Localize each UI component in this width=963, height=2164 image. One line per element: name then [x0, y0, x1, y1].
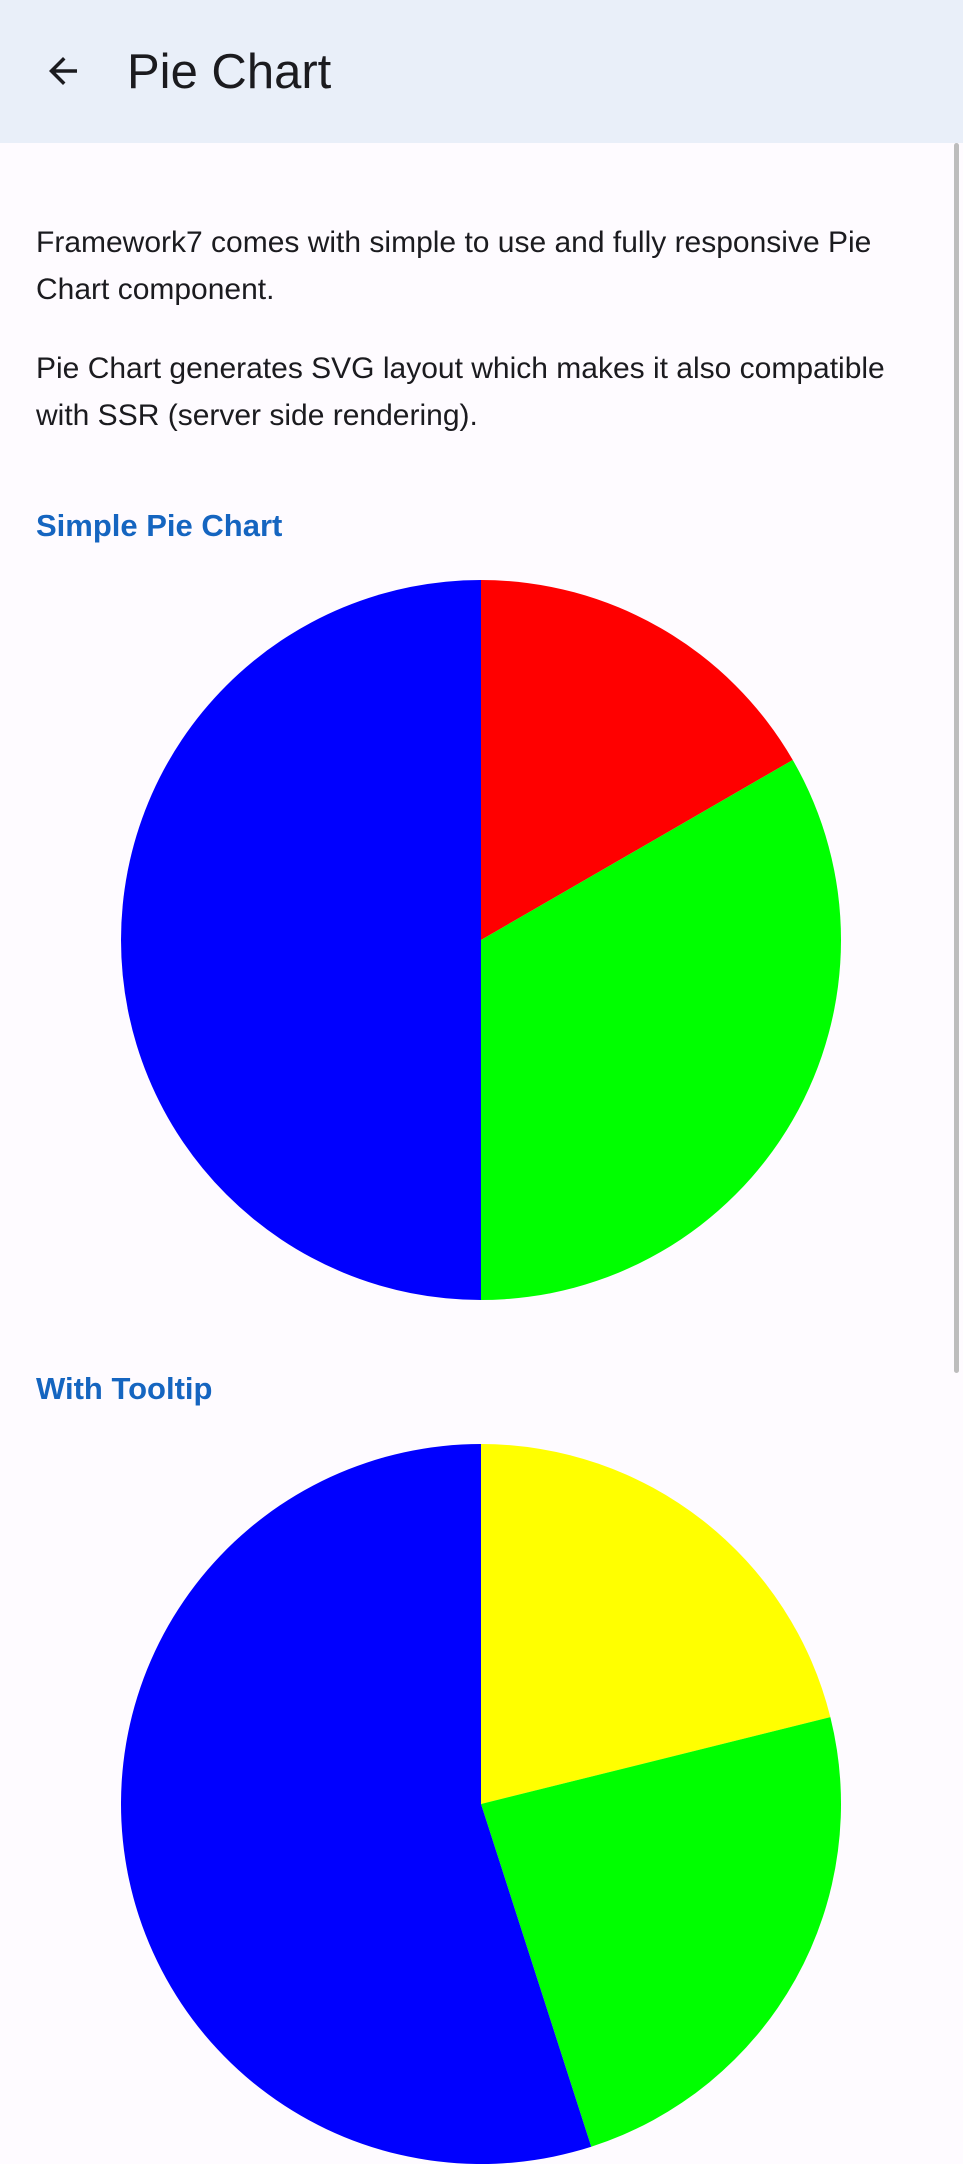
pie-slice-2[interactable]: [481, 1717, 841, 2147]
page-title: Pie Chart: [127, 45, 332, 99]
navbar: Pie Chart: [0, 0, 963, 143]
tooltip-pie-chart: [121, 1444, 841, 2164]
pie-slice-3[interactable]: [121, 1444, 592, 2164]
scrollbar[interactable]: [954, 143, 959, 1373]
pie-slice-2[interactable]: [481, 760, 841, 1300]
intro-paragraph-1: Framework7 comes with simple to use and …: [36, 226, 872, 306]
pie-slice-3[interactable]: [121, 580, 481, 1300]
arrow-left-icon: [42, 50, 84, 97]
simple-pie-chart: [121, 580, 841, 1300]
section-title-with-tooltip: With Tooltip: [36, 1371, 213, 1406]
intro-paragraph-2: Pie Chart generates SVG layout which mak…: [36, 352, 885, 432]
pie-slice-1[interactable]: [481, 580, 793, 940]
pie-slice-1[interactable]: [481, 1444, 831, 1804]
back-button[interactable]: [28, 38, 98, 108]
section-title-simple-pie: Simple Pie Chart: [36, 508, 283, 543]
